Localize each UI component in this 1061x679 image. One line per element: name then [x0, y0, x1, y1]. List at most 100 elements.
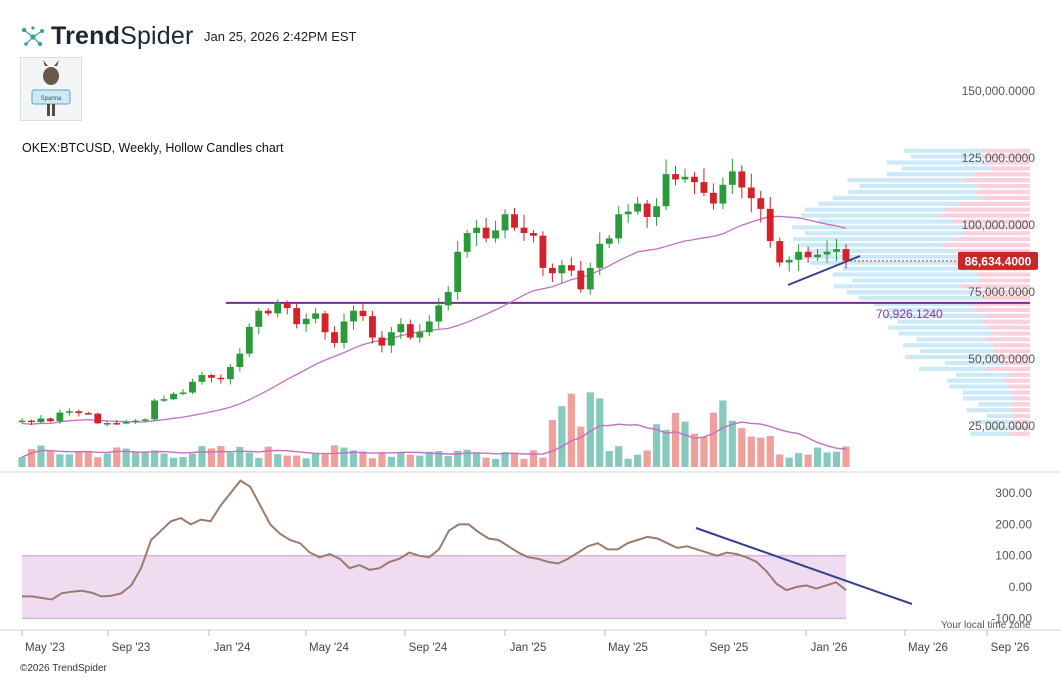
volume-profile-bar-sell	[979, 195, 1030, 200]
price-axis-label: 125,000.0000	[962, 151, 1036, 165]
volume-profile-bar-buy	[847, 178, 965, 183]
volume-profile-bar-sell	[992, 343, 1030, 348]
candle-up	[435, 305, 443, 322]
volume-bar	[690, 433, 699, 467]
volume-bar	[141, 451, 149, 467]
price-candles	[18, 158, 850, 427]
volume-bar	[700, 436, 708, 467]
volume-bar	[293, 455, 301, 467]
volume-bar	[548, 420, 556, 467]
candle-up	[501, 214, 509, 231]
price-axis-label: 25,000.0000	[968, 419, 1035, 433]
candle-down	[378, 337, 386, 346]
volume-profile-bar-buy	[848, 189, 975, 195]
volume-profile-bar-sell	[939, 213, 1030, 218]
candle-up	[236, 353, 244, 368]
candle-down	[672, 174, 679, 180]
volume-bar	[416, 455, 424, 467]
candle-up	[823, 251, 831, 255]
candle-up	[463, 233, 471, 252]
volume-profile-bar-buy	[949, 384, 1008, 389]
volume-bar	[160, 453, 168, 467]
candle-up	[179, 392, 187, 394]
candle-down	[217, 377, 225, 380]
candle-down	[577, 270, 585, 290]
volume-average-line	[21, 421, 847, 458]
avatar: Spanna	[20, 57, 82, 121]
volume-profile-bar-buy	[903, 343, 993, 348]
volume-bar	[330, 445, 339, 467]
volume-profile-bar-sell	[1007, 384, 1030, 389]
volume-bar	[387, 456, 395, 467]
candle-up	[350, 310, 357, 322]
volume-profile-bar-buy	[916, 337, 985, 342]
candle-down	[511, 214, 518, 228]
candle-up	[122, 421, 130, 424]
volume-bar	[738, 428, 746, 467]
volume-bar	[813, 447, 822, 467]
volume-bar	[444, 455, 452, 467]
volume-bar	[719, 400, 727, 467]
volume-profile-bar-buy	[851, 278, 980, 283]
volume-bar	[577, 426, 585, 467]
time-axis-label: Jan '25	[510, 642, 547, 654]
volume-profile-bar-buy	[947, 378, 1004, 383]
volume-bar	[113, 447, 121, 467]
candle-up	[814, 254, 821, 258]
volume-bar	[785, 457, 793, 467]
candle-up	[255, 310, 263, 327]
price-axis-labels: 150,000.0000 125,000.0000 100,000.0000 75,0…	[962, 84, 1036, 433]
volume-bar	[274, 454, 282, 467]
candle-up	[387, 332, 395, 346]
volume-bar	[624, 458, 632, 467]
volume-profile-bar-sell	[984, 160, 1030, 165]
volume-bar	[615, 446, 623, 467]
timestamp: Jan 25, 2026 2:42PM EST	[204, 29, 357, 44]
volume-bar	[520, 458, 528, 467]
volume-bar	[255, 457, 263, 467]
volume-bar	[454, 450, 462, 467]
candle-down	[283, 302, 291, 309]
candle-down	[75, 411, 83, 414]
volume-profile-bar-sell	[977, 184, 1030, 189]
candle-up	[340, 321, 348, 343]
volume-profile-bar-sell	[957, 248, 1030, 254]
volume-bar	[245, 452, 253, 467]
volume-bar	[198, 446, 206, 467]
volume-bar	[264, 446, 272, 467]
volume-bar	[378, 452, 386, 467]
candle-down	[709, 192, 717, 204]
volume-bar	[340, 447, 348, 467]
candle-down	[369, 316, 376, 338]
volume-profile-bar-sell	[974, 189, 1030, 195]
candle-up	[170, 393, 177, 400]
volume-bar	[634, 454, 642, 467]
volume-profile-bar-buy	[832, 272, 979, 277]
volume-bar	[482, 457, 490, 467]
volume-profile-bar-buy	[886, 172, 974, 177]
volume-profile-bar-sell	[985, 313, 1030, 318]
chart-title: OKEX:BTCUSD, Weekly, Hollow Candles char…	[22, 141, 284, 155]
volume-bar	[832, 451, 841, 467]
candle-up	[132, 420, 140, 423]
candle-up	[312, 313, 320, 319]
candle-up	[425, 321, 433, 333]
volume-profile-bar-buy	[898, 331, 993, 336]
volume-profile-bar-sell	[964, 178, 1030, 183]
candle-down	[406, 324, 414, 338]
horizontal-level[interactable]: 70,926.1240	[226, 301, 1030, 321]
volume-profile-bar-sell	[1010, 372, 1030, 377]
candle-up	[586, 267, 594, 290]
candle-up	[454, 251, 462, 292]
volume-profile-bar-sell	[961, 284, 1030, 289]
volume-profile-bar-buy	[832, 195, 980, 200]
volume-profile-bar-buy	[882, 313, 986, 318]
volume-profile-bar-buy	[978, 402, 1012, 407]
avatar-caption: Spanna	[41, 96, 62, 102]
candle-down	[747, 187, 755, 199]
candle-down	[567, 265, 575, 271]
volume-profile-bar-sell	[1003, 360, 1030, 366]
volume-profile-bar-sell	[978, 272, 1030, 277]
candle-up	[795, 251, 803, 260]
